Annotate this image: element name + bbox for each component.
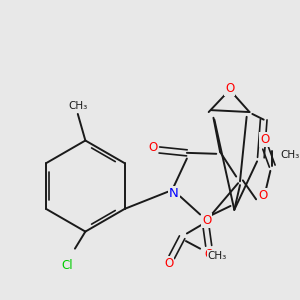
Text: N: N bbox=[169, 187, 178, 200]
Text: O: O bbox=[164, 257, 173, 270]
Text: O: O bbox=[202, 214, 212, 227]
Text: CH₃: CH₃ bbox=[208, 251, 227, 261]
Text: O: O bbox=[204, 248, 213, 261]
Text: O: O bbox=[148, 141, 157, 154]
Text: O: O bbox=[225, 82, 234, 95]
Text: O: O bbox=[258, 189, 267, 202]
Text: O: O bbox=[260, 133, 269, 146]
Text: Cl: Cl bbox=[61, 259, 73, 272]
Text: CH₃: CH₃ bbox=[68, 101, 87, 111]
Text: CH₃: CH₃ bbox=[281, 150, 300, 160]
